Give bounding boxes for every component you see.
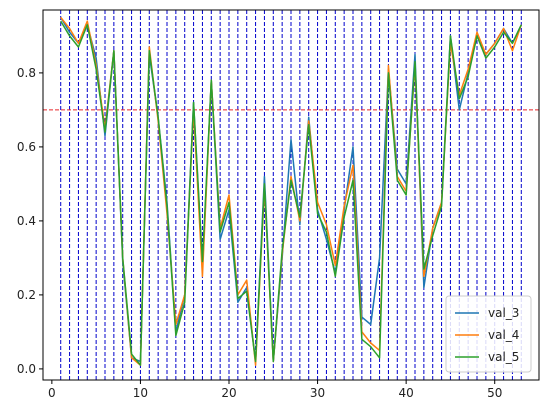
x-tick-label: 20 [221,386,236,400]
legend-label-val_5: val_5 [488,350,519,364]
legend-box [445,295,532,373]
y-tick-label: 0.0 [17,362,36,376]
y-axis: 0.0 0.2 0.4 0.6 0.8 [17,66,43,376]
x-axis: 0 10 20 30 40 50 [48,380,502,400]
y-tick-label: 0.2 [17,288,36,302]
legend: val_3 val_4 val_5 [445,295,532,373]
legend-label-val_4: val_4 [488,328,519,342]
plot-area-frame [42,9,540,381]
x-tick-label: 10 [133,386,148,400]
x-tick-label: 0 [48,386,56,400]
y-tick-label: 0.4 [17,214,36,228]
vertical-reference-lines [60,10,522,380]
series-line-val_5 [60,20,522,366]
y-tick-label: 0.8 [17,66,36,80]
series-lines [60,16,522,366]
y-tick-label: 0.6 [17,140,36,154]
x-tick-label: 50 [487,386,502,400]
x-tick-label: 40 [399,386,414,400]
legend-label-val_3: val_3 [488,306,519,320]
x-tick-label: 30 [310,386,325,400]
